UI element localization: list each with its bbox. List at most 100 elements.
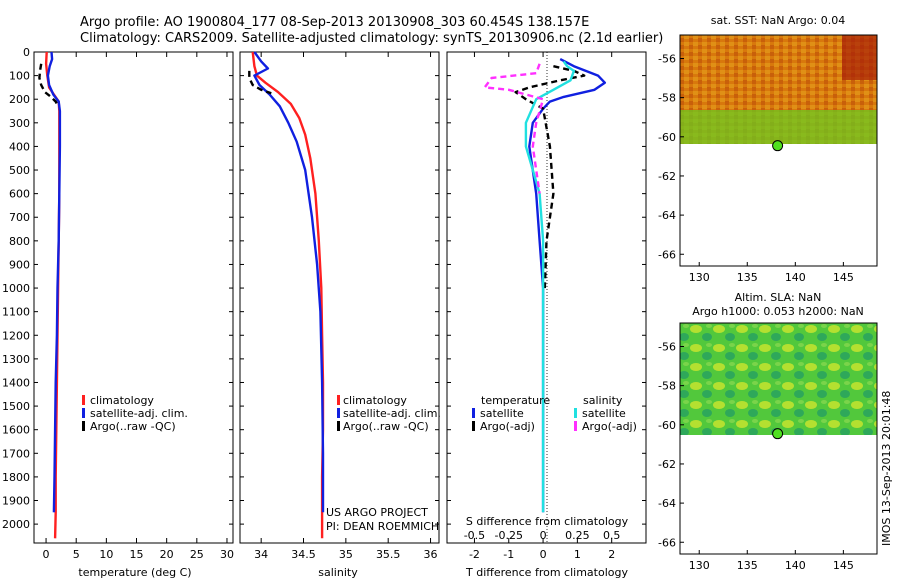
depth-tick-label: 1700 — [2, 447, 30, 460]
series-line-climatology — [251, 51, 325, 539]
legend-t-satellite: satellite — [480, 407, 524, 420]
legend-header-temperature: temperature — [481, 394, 550, 407]
salinity-legend-satellite: satellite-adj. clim. — [343, 407, 441, 420]
imos-timestamp: IMOS 13-Sep-2013 20:01:48 — [880, 391, 893, 546]
t-difference-xlabel: T difference from climatology — [465, 566, 628, 579]
depth-tick-label: 1400 — [2, 376, 30, 389]
depth-tick-label: 0 — [23, 46, 30, 59]
salinity-legend-climatology: climatology — [343, 394, 407, 407]
x-tick-label: 2 — [608, 548, 615, 561]
x-tick-label: 34 — [254, 548, 268, 561]
lat-tick-label: -58 — [658, 92, 676, 105]
lat-tick-label: -66 — [658, 248, 676, 261]
depth-tick-label: 700 — [9, 211, 30, 224]
x-tick-label: -1 — [503, 548, 514, 561]
depth-tick-label: 1100 — [2, 306, 30, 319]
temperature-axes-box — [33, 51, 234, 544]
sst-map-frame — [679, 34, 878, 267]
x-tick-label: 15 — [130, 548, 144, 561]
series-line-argo-raw-qc- — [248, 70, 272, 95]
profile-location-marker — [772, 428, 784, 440]
lon-tick-label: 130 — [689, 271, 710, 284]
sst-field-southern-band — [680, 110, 877, 144]
s-difference-label: S difference from climatology — [466, 515, 629, 528]
sst-map-title: sat. SST: NaN Argo: 0.04 — [711, 14, 845, 27]
depth-tick-label: 1600 — [2, 424, 30, 437]
lat-tick-label: -64 — [658, 497, 676, 510]
depth-tick-label: 300 — [9, 117, 30, 130]
series-line-argo-adj- — [514, 65, 586, 289]
series-line-satellite — [524, 60, 576, 513]
depth-tick-label: 800 — [9, 235, 30, 248]
sst-map-panel: sat. SST: NaN Argo: 0.04 130 135 140 145 -56… — [658, 14, 878, 284]
lat-tick-label: -56 — [658, 52, 676, 65]
lat-tick-label: -62 — [658, 170, 676, 183]
depth-tick-label: 600 — [9, 188, 30, 201]
depth-tick-label: 1200 — [2, 329, 30, 342]
s-tick-label: -0.25 — [495, 529, 523, 542]
header-line-2: Climatology: CARS2009. Satellite-adjuste… — [80, 31, 663, 46]
temperature-legend-satellite: satellite-adj. clim. — [90, 407, 188, 420]
lon-tick-label: 140 — [785, 271, 806, 284]
lat-tick-label: -62 — [658, 458, 676, 471]
x-tick-label: 0 — [43, 548, 50, 561]
lon-tick-label: 145 — [833, 271, 854, 284]
x-tick-label: 35.5 — [376, 548, 401, 561]
sla-field — [680, 323, 877, 435]
salinity-xlabel: salinity — [318, 566, 358, 579]
salinity-legend: climatology satellite-adj. clim. Argo(..… — [337, 394, 441, 433]
x-tick-label: 20 — [160, 548, 174, 561]
depth-tick-label: 200 — [9, 93, 30, 106]
x-tick-label: 30 — [220, 548, 234, 561]
sla-map-panel: Altim. SLA: NaN Argo h1000: 0.053 h2000:… — [658, 291, 878, 572]
difference-legend: temperature salinity satellite Argo(-adj… — [472, 394, 637, 433]
series-line-argo-raw-qc- — [38, 63, 60, 107]
depth-tick-label: 1900 — [2, 495, 30, 508]
lon-tick-label: 130 — [689, 559, 710, 572]
series-line-satellite — [528, 58, 606, 513]
temperature-legend-argo: Argo(..raw -QC) — [90, 420, 176, 433]
s-tick-label: -0.5 — [464, 529, 485, 542]
sla-map-frame — [679, 322, 878, 555]
project-annotation: US ARGO PROJECT — [326, 506, 428, 519]
profile-location-marker — [772, 140, 784, 152]
x-tick-label: 1 — [574, 548, 581, 561]
depth-tick-label: 400 — [9, 140, 30, 153]
temperature-legend: climatology satellite-adj. clim. Argo(..… — [82, 394, 188, 433]
lon-tick-label: 145 — [833, 559, 854, 572]
s-tick-label: 0.5 — [603, 529, 621, 542]
depth-tick-label: 1800 — [2, 471, 30, 484]
depth-tick-label: 1500 — [2, 400, 30, 413]
lat-tick-label: -66 — [658, 536, 676, 549]
series-line-satellite-adj-clim- — [46, 51, 62, 513]
lon-tick-label: 135 — [737, 559, 758, 572]
x-tick-label: 0 — [540, 548, 547, 561]
lon-tick-label: 135 — [737, 271, 758, 284]
salinity-legend-argo: Argo(..raw -QC) — [343, 420, 429, 433]
x-tick-label: 5 — [73, 548, 80, 561]
s-tick-label: 0.25 — [565, 529, 590, 542]
salinity-axes-box — [239, 51, 440, 544]
legend-s-argo: Argo(-adj) — [582, 420, 637, 433]
legend-t-argo: Argo(-adj) — [480, 420, 535, 433]
temperature-panel: 0 5 10 15 20 25 300100200300400500600700800900… — [2, 46, 234, 579]
difference-panel: -2 -1 0 1 2 -0.5 -0.25 0 0.25 0.5 temperature sal… — [446, 51, 647, 579]
pi-annotation: PI: DEAN ROEMMICH — [326, 520, 439, 533]
depth-tick-label: 1300 — [2, 353, 30, 366]
lon-tick-label: 140 — [785, 559, 806, 572]
legend-header-salinity: salinity — [583, 394, 623, 407]
x-tick-label: -2 — [469, 548, 480, 561]
series-line-satellite-adj-clim- — [253, 51, 325, 513]
lat-tick-label: -58 — [658, 380, 676, 393]
sst-field-east-warm — [842, 35, 877, 80]
temperature-xlabel: temperature (deg C) — [78, 566, 191, 579]
salinity-panel: 34 34.5 35 35.5 36 climatology satellite-adj… — [239, 51, 441, 579]
lat-tick-label: -60 — [658, 131, 676, 144]
x-tick-label: 10 — [99, 548, 113, 561]
sla-map-subtitle: Argo h1000: 0.053 h2000: NaN — [692, 305, 864, 318]
x-tick-label: 25 — [190, 548, 204, 561]
x-tick-label: 35 — [339, 548, 353, 561]
sla-map-title: Altim. SLA: NaN — [735, 291, 822, 304]
depth-tick-label: 1000 — [2, 282, 30, 295]
